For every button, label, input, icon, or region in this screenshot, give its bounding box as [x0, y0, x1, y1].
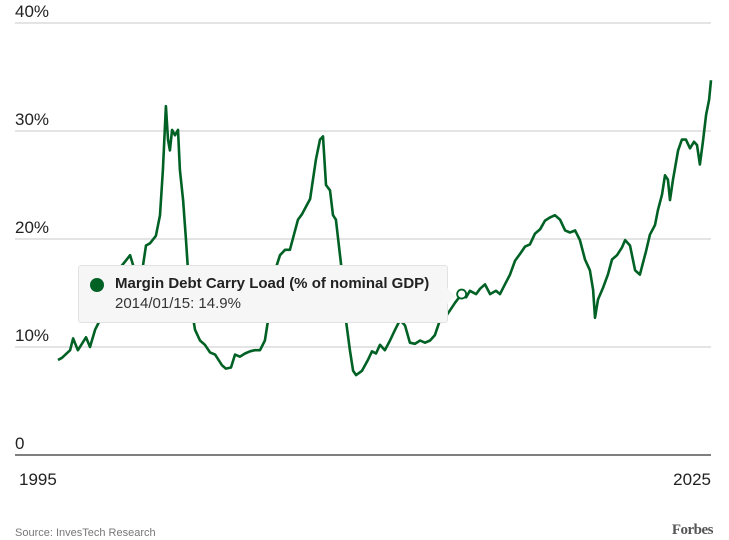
x-tick-label: 1995	[19, 470, 57, 489]
tooltip-title: Margin Debt Carry Load (% of nominal GDP…	[115, 275, 430, 292]
y-tick-label: 0	[15, 434, 24, 453]
y-tick-label: 30%	[15, 110, 49, 129]
tooltip: Margin Debt Carry Load (% of nominal GDP…	[78, 265, 455, 323]
y-tick-label: 20%	[15, 218, 49, 237]
series-line	[57, 80, 713, 377]
y-tick-label: 10%	[15, 326, 49, 345]
y-tick-label: 40%	[15, 2, 49, 21]
highlight-point	[456, 288, 468, 300]
series-dot-icon	[90, 278, 104, 292]
x-tick-label: 2025	[673, 470, 711, 489]
source-note: Source: InvesTech Research	[15, 527, 156, 539]
tooltip-value: 2014/01/15: 14.9%	[115, 295, 241, 312]
forbes-logo: Forbes	[671, 522, 714, 538]
